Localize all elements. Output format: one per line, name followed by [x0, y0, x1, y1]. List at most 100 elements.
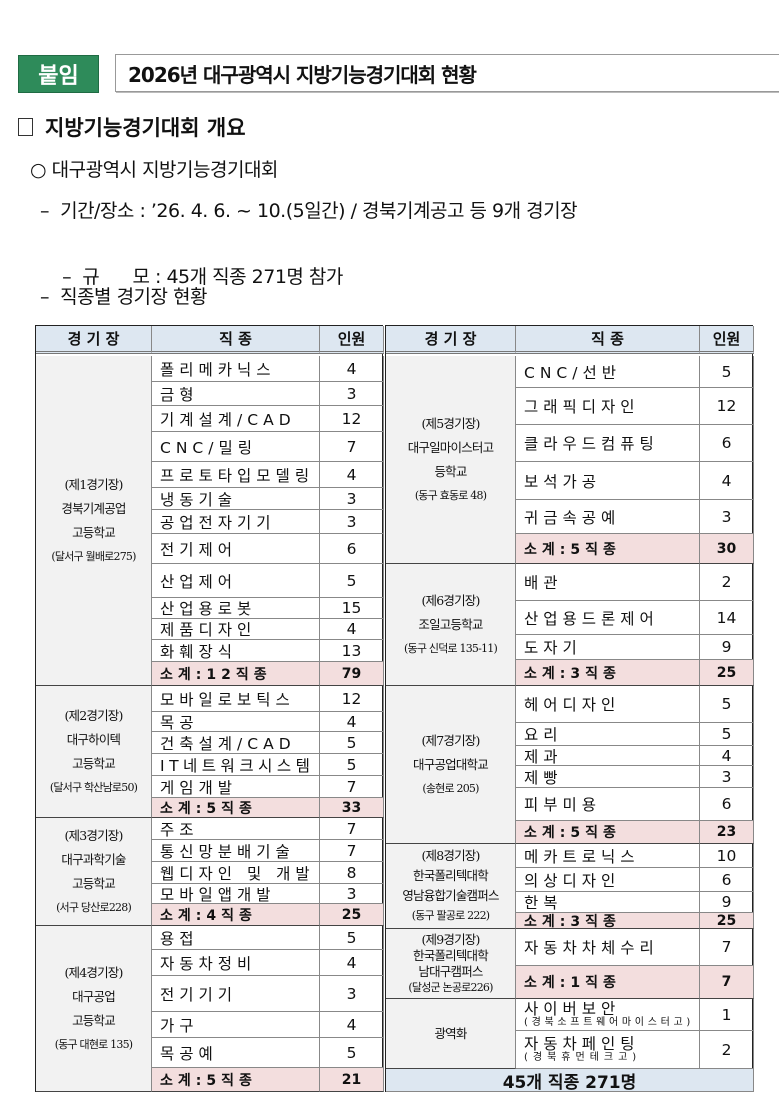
venue-cell: 광역화: [386, 999, 516, 1069]
bullet-main-text: 대구광역시 지방기능경기대회: [51, 159, 279, 181]
job-name: CNC/밀링: [160, 438, 257, 457]
job-row-label: 화훼장식: [152, 640, 320, 662]
subtotal-count: 79: [320, 662, 384, 686]
job-count: 14: [700, 601, 754, 635]
job-count: 4: [700, 462, 754, 500]
job-row-label: 자동차차체수리: [516, 929, 700, 966]
job-row-label: 사이버보안 (경북소프트웨어마이스터고): [516, 999, 700, 1031]
job-row-label: 모바일앱개발: [152, 884, 320, 904]
job-count: 5: [700, 356, 754, 388]
job-count: 3: [320, 976, 384, 1012]
job-row-label: 도자기: [516, 635, 700, 660]
job-count: 4: [320, 356, 384, 382]
job-count: 6: [700, 868, 754, 892]
venue-cell: (제4경기장) 대구공업 고등학교 (동구 대현로 135): [36, 926, 152, 1092]
job-name: 통신망분배기술: [160, 842, 295, 861]
dash-icon: –: [62, 266, 83, 288]
venue-name-line: (제6경기장): [421, 592, 480, 608]
job-count: 3: [320, 510, 384, 534]
job-row-label: 게임개발: [152, 776, 320, 798]
job-row-label: 산업용로봇: [152, 598, 320, 619]
job-count: 7: [320, 776, 384, 798]
venue-name-line: 한국폴리텍대학: [413, 947, 489, 963]
job-row-label: 주조: [152, 818, 320, 840]
job-name: 웹디자인 및 개발: [160, 864, 315, 883]
subtotal-label: 소계:5직종: [524, 825, 621, 841]
job-count: 5: [320, 1038, 384, 1068]
job-count: 6: [700, 788, 754, 821]
subtotal-count: 21: [320, 1068, 384, 1092]
subtotal-count: 25: [320, 904, 384, 926]
venue-cell: (제3경기장) 대구과학기술 고등학교 (서구 당산로228): [36, 818, 152, 926]
venue-name-line: 고등학교: [72, 875, 116, 891]
venue-address: (달성군 논공로226): [408, 980, 493, 994]
job-row-label: 공업전자기기: [152, 510, 320, 534]
job-name: 의상디자인: [524, 871, 621, 890]
venue-name-line: (제3경기장): [64, 827, 123, 843]
job-count: 5: [700, 686, 754, 723]
venue-address: (동구 효동로 48): [414, 488, 487, 502]
job-row-label: 제품디자인: [152, 619, 320, 640]
venue-name-line: 경북기계공업: [61, 500, 126, 516]
header-count: 인원: [320, 326, 384, 354]
venue-name-line: (제5경기장): [421, 415, 480, 431]
subtotal-label: 소계:5직종: [160, 1072, 257, 1089]
bullet-status: – 직종별 경기장 현황: [40, 282, 208, 309]
job-name: 공업전자기기: [160, 513, 276, 532]
job-count: 5: [320, 732, 384, 754]
job-count: 2: [700, 564, 754, 601]
bullet-scale: – 규 모 : 45개 직종 271명 참가: [40, 240, 343, 311]
header-count: 인원: [700, 326, 754, 354]
job-name: 제과: [524, 747, 563, 766]
job-name: 용접: [160, 929, 199, 948]
job-name: 프로토타입모델링: [160, 466, 315, 485]
subtotal-row: 소계:1직종: [516, 966, 700, 999]
job-name: 자동차페인팅: [524, 1034, 640, 1053]
venue-name-line: 광역화: [434, 1025, 467, 1041]
venue-name-line: (제4경기장): [64, 964, 123, 980]
checkbox-square-icon: [18, 118, 33, 136]
job-count: 1: [700, 999, 754, 1031]
subtotal-count: 25: [700, 913, 754, 929]
job-name: 배관: [524, 574, 563, 592]
subtotal-label: 소계:3직종: [524, 665, 621, 682]
job-row-label: 요리: [516, 723, 700, 746]
job-row-label: 메카트로닉스: [516, 844, 700, 868]
job-name: 전기제어: [160, 540, 238, 559]
job-row-label: 그래픽디자인: [516, 388, 700, 425]
job-row-label: 모바일로보틱스: [152, 686, 320, 712]
job-row-label: CNC/밀링: [152, 432, 320, 462]
job-count: 3: [320, 382, 384, 406]
job-name: 화훼장식: [160, 642, 238, 661]
job-count: 9: [700, 635, 754, 660]
job-name: 목공: [160, 713, 199, 732]
job-count: 3: [320, 488, 384, 510]
job-name: 한복: [524, 894, 563, 912]
venue-name-line: 영남융합기술캠퍼스: [402, 888, 499, 903]
job-school-note: (경북소프트웨어마이스터고): [524, 1016, 695, 1028]
job-row-label: 프로토타입모델링: [152, 462, 320, 488]
venue-name-line: 고등학교: [72, 755, 116, 771]
job-count: 7: [320, 818, 384, 840]
job-name: 그래픽디자인: [524, 398, 640, 416]
job-row-label: 통신망분배기술: [152, 840, 320, 862]
subtotal-row: 소계:3직종: [516, 913, 700, 929]
subtotal-count: 23: [700, 821, 754, 844]
job-row-label: 웹디자인 및 개발: [152, 862, 320, 884]
job-count: 5: [320, 754, 384, 776]
job-name: 전기기기: [160, 985, 238, 1004]
venue-address: (달서구 학산남로50): [49, 780, 138, 794]
job-school-note: (경북휴먼테크고): [524, 1051, 642, 1063]
subtotal-label: 소계:1직종: [524, 975, 621, 991]
job-name: 메카트로닉스: [524, 847, 640, 866]
job-count: 9: [700, 892, 754, 913]
job-name: 건축설계/CAD: [160, 734, 296, 753]
job-name: 목공예: [160, 1044, 218, 1063]
job-count: 13: [320, 640, 384, 662]
job-row-label: 제과: [516, 746, 700, 766]
venue-address: (서구 당산로228): [56, 900, 132, 914]
header-venue: 경 기 장: [386, 326, 516, 354]
venue-address: (달서구 월배로275): [51, 549, 136, 563]
job-count: 12: [700, 388, 754, 425]
